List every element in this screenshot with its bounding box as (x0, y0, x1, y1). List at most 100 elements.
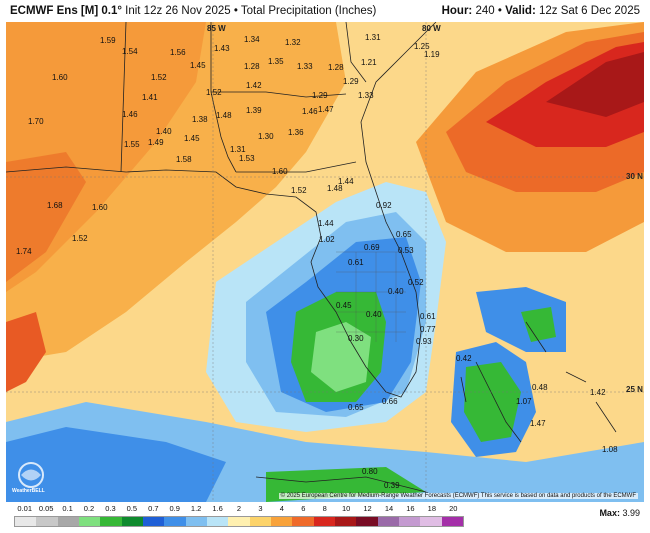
value-label: 0.65 (348, 403, 364, 412)
legend-swatch (142, 517, 165, 526)
precip-field-atlantic-darkred (546, 52, 644, 117)
value-label: 1.48 (216, 111, 232, 120)
lat-label-30n: 30 N (626, 172, 643, 181)
legend-swatch (270, 517, 293, 526)
value-label: 1.60 (52, 73, 68, 82)
legend-label: 0.01 (17, 504, 33, 513)
value-label: 0.45 (336, 301, 352, 310)
legend-swatch (100, 517, 122, 526)
hour-value: 240 (475, 5, 495, 17)
legend-swatch (249, 517, 271, 526)
legend-label: 14 (384, 504, 394, 513)
weatherbell-logo: WeatherBELL (12, 460, 50, 494)
legend-swatch (78, 517, 101, 526)
value-label: 1.60 (272, 167, 288, 176)
hour-label: Hour: (441, 5, 473, 17)
legend-swatch (185, 517, 207, 526)
value-label: 0.42 (456, 354, 472, 363)
legend-swatch (15, 517, 37, 526)
precip-field-south-darkblue (6, 427, 226, 502)
value-label: 0.92 (376, 201, 392, 210)
value-label: 1.44 (338, 177, 354, 186)
legend-swatch (206, 517, 229, 526)
max-value: 3.99 (622, 508, 640, 518)
legend-label: 18 (427, 504, 437, 513)
value-label: 1.33 (297, 62, 313, 71)
legend-label: 0.2 (83, 504, 95, 513)
legend-label: 0.7 (148, 504, 159, 513)
legend-label: 3 (258, 504, 263, 513)
value-label: 1.52 (151, 73, 167, 82)
legend-swatch (441, 517, 463, 526)
value-label: 1.74 (16, 247, 32, 256)
value-label: 1.39 (246, 106, 262, 115)
value-label: 1.29 (343, 77, 359, 86)
value-label: 1.48 (327, 184, 343, 193)
value-label: 0.61 (348, 258, 364, 267)
value-label: 1.30 (258, 132, 274, 141)
value-label: 1.32 (285, 38, 301, 47)
legend-swatch (57, 517, 79, 526)
value-label: 1.31 (365, 33, 381, 42)
value-label: 0.30 (348, 334, 364, 343)
precip-field-red-orange (6, 152, 86, 282)
valid-group: Hour: 240 • Valid: 12z Sat 6 Dec 2025 (442, 5, 640, 17)
legend-label: 0.05 (38, 504, 54, 513)
product-name: Total Precipitation (Inches) (240, 5, 377, 17)
value-label: 1.28 (244, 62, 260, 71)
value-label: 1.25 (414, 42, 430, 51)
legend-label: 8 (322, 504, 327, 513)
value-label: 1.53 (239, 154, 255, 163)
value-label: 0.93 (416, 337, 432, 346)
legend-label: 12 (363, 504, 372, 513)
legend-swatch (36, 517, 58, 526)
value-label: 1.34 (244, 35, 260, 44)
legend-swatch (356, 517, 378, 526)
precip-map[interactable]: 85 W 80 W 30 N 25 N 1.59 1.54 1.56 1.43 … (6, 22, 644, 502)
value-label: 0.69 (364, 243, 380, 252)
legend-swatch (164, 517, 186, 526)
init-time: Init 12z 26 Nov 2025 (125, 5, 231, 17)
value-label: 1.40 (156, 127, 172, 136)
value-label: 1.42 (590, 388, 606, 397)
legend-swatch (420, 517, 442, 526)
value-label: 1.58 (176, 155, 192, 164)
value-label: 0.52 (408, 278, 424, 287)
lon-label-80w: 80 W (422, 24, 441, 33)
county-grid (336, 251, 406, 342)
legend-label: 10 (341, 504, 351, 513)
value-label: 1.08 (602, 445, 618, 454)
value-label: 1.07 (516, 397, 532, 406)
logo-text: WeatherBELL (12, 488, 45, 494)
value-label: 1.46 (122, 110, 138, 119)
legend-swatch (377, 517, 399, 526)
value-label: 1.46 (302, 107, 318, 116)
value-label: 1.49 (148, 138, 164, 147)
value-label: 0.48 (532, 383, 548, 392)
legend-label: 16 (406, 504, 415, 513)
value-label: 1.45 (184, 134, 200, 143)
value-label: 1.47 (530, 419, 546, 428)
value-label: 1.55 (124, 140, 140, 149)
lat-label-25n: 25 N (626, 385, 643, 394)
value-label: 1.54 (122, 47, 138, 56)
value-label: 1.29 (312, 91, 328, 100)
value-label: 1.43 (214, 44, 230, 53)
legend-label: 0.1 (62, 504, 73, 513)
legend-label: 20 (449, 504, 458, 513)
title-group: ECMWF Ens [M] 0.1° Init 12z 26 Nov 2025 … (10, 5, 376, 17)
value-label: 0.77 (420, 325, 436, 334)
valid-time: 12z Sat 6 Dec 2025 (538, 5, 640, 17)
value-label: 1.60 (92, 203, 108, 212)
value-label: 0.39 (384, 481, 400, 490)
value-label: 1.45 (190, 61, 206, 70)
max-label: Max: (599, 508, 620, 518)
legend-label: 6 (301, 504, 306, 513)
value-label: 1.52 (72, 234, 88, 243)
legend-swatch (334, 517, 357, 526)
bullet-separator: • (497, 5, 502, 17)
legend-label: 4 (279, 504, 284, 513)
precip-legend: 0.01 0.05 0.1 0.2 0.3 0.5 0.7 0.9 1.2 1.6 2 3 4 6 8 10 1… (14, 504, 464, 532)
max-value-readout: Max: 3.99 (599, 508, 640, 518)
value-label: 1.56 (170, 48, 186, 57)
